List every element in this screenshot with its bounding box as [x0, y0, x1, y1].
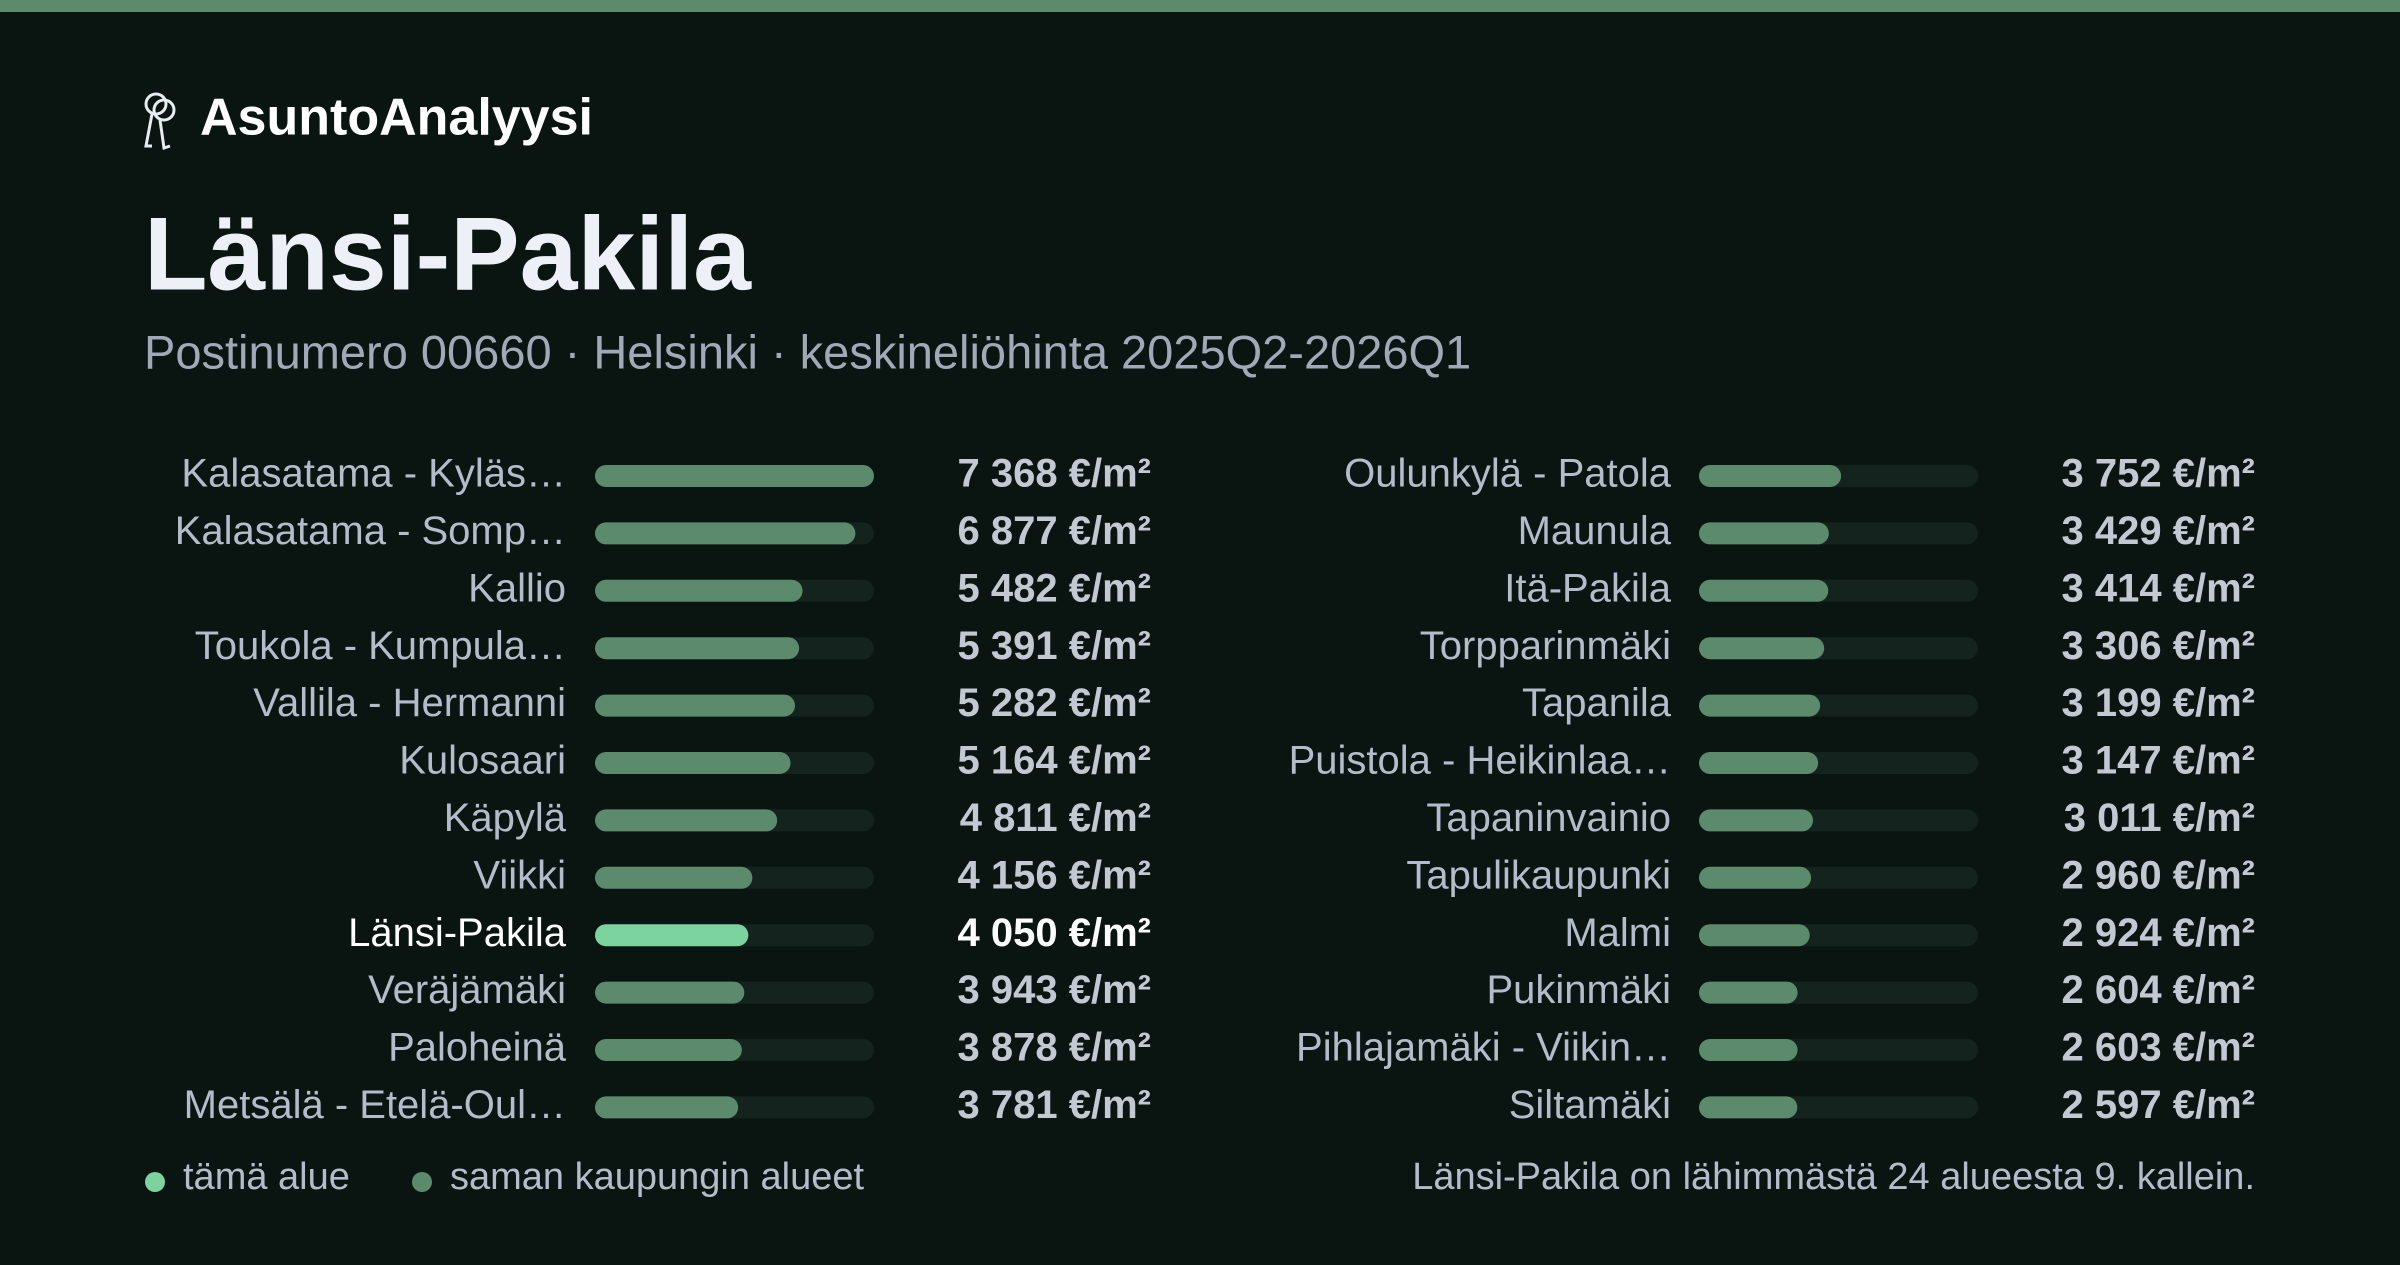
- brand: AsuntoAnalyysi: [200, 89, 593, 147]
- category-label: Vallila - Hermanni: [253, 681, 566, 725]
- category-label: Metsälä - Etelä-Oul…: [184, 1083, 566, 1127]
- bar: [1699, 465, 1842, 487]
- value-label: 3 781 €/m²: [958, 1083, 1151, 1127]
- category-label: Viikki: [473, 853, 566, 897]
- value-label: 4 811 €/m²: [960, 796, 1151, 840]
- category-label: Paloheinä: [388, 1026, 567, 1070]
- category-label: Kalasatama - Kyläs…: [181, 452, 566, 496]
- footnote: Länsi-Pakila on lähimmästä 24 alueesta 9…: [1412, 1156, 2255, 1198]
- category-label: Veräjämäki: [368, 968, 566, 1012]
- bar: [595, 752, 791, 774]
- category-label: Toukola - Kumpula…: [195, 624, 566, 668]
- bar: [1699, 981, 1798, 1004]
- bar: [1699, 694, 1821, 717]
- category-label: Maunula: [1518, 509, 1672, 553]
- value-label: 3 199 €/m²: [2062, 681, 2255, 725]
- value-label: 4 156 €/m²: [958, 853, 1151, 897]
- category-label: Kalasatama - Somp…: [175, 509, 566, 553]
- bar: [1699, 579, 1829, 602]
- value-label: 3 878 €/m²: [958, 1026, 1151, 1070]
- bar: [595, 694, 796, 717]
- bar: [595, 981, 745, 1004]
- bar: [1699, 809, 1814, 832]
- value-label: 3 429 €/m²: [2062, 509, 2255, 553]
- title: Länsi-Pakila: [144, 196, 752, 312]
- legend-swatch: [412, 1172, 432, 1192]
- value-label: 3 306 €/m²: [2062, 624, 2255, 668]
- bar: [595, 1039, 742, 1061]
- value-label: 3 943 €/m²: [958, 968, 1151, 1012]
- value-label: 2 924 €/m²: [2062, 911, 2255, 955]
- category-label: Kallio: [468, 566, 566, 610]
- top-stripe: [0, 0, 2400, 12]
- category-label: Käpylä: [444, 796, 567, 840]
- category-label: Länsi-Pakila: [348, 911, 567, 955]
- category-label: Torpparinmäki: [1420, 624, 1671, 668]
- ranking: Kalasatama - Kyläs… 7 368 €/m² Kalasatama …: [175, 452, 2255, 1127]
- category-label: Siltamäki: [1509, 1083, 1671, 1127]
- value-label: 3 011 €/m²: [2064, 796, 2255, 840]
- bar: [1699, 637, 1825, 660]
- bar: [595, 579, 803, 602]
- bar: [595, 866, 753, 889]
- bar: [595, 924, 749, 947]
- value-label: 6 877 €/m²: [958, 509, 1151, 553]
- value-label: 5 482 €/m²: [958, 566, 1151, 610]
- value-label: 3 414 €/m²: [2062, 566, 2255, 610]
- legend-label: saman kaupungin alueet: [450, 1156, 865, 1198]
- bar: [595, 1096, 739, 1119]
- category-label: Kulosaari: [399, 739, 566, 783]
- bar: [1699, 924, 1810, 947]
- bar: [1699, 1039, 1798, 1061]
- value-label: 5 164 €/m²: [958, 739, 1151, 783]
- category-label: Malmi: [1564, 911, 1671, 955]
- legend-swatch: [145, 1172, 165, 1192]
- value-label: 2 603 €/m²: [2062, 1026, 2255, 1070]
- bar: [1699, 522, 1829, 545]
- category-label: Oulunkylä - Patola: [1344, 452, 1672, 496]
- value-label: 2 960 €/m²: [2062, 853, 2255, 897]
- subtitle: Postinumero 00660 · Helsinki · keskineli…: [144, 325, 1471, 378]
- legend-label: tämä alue: [183, 1156, 350, 1198]
- bar: [595, 465, 874, 487]
- category-label: Tapaninvainio: [1426, 796, 1671, 840]
- value-label: 7 368 €/m²: [958, 452, 1151, 496]
- bar: [595, 522, 856, 545]
- value-label: 4 050 €/m²: [958, 911, 1151, 955]
- bar: [1699, 1096, 1798, 1119]
- bar: [1699, 752, 1819, 774]
- bar: [595, 637, 800, 660]
- value-label: 3 147 €/m²: [2062, 739, 2255, 783]
- category-label: Pukinmäki: [1486, 968, 1671, 1012]
- legend: tämä alue saman kaupungin alueet: [145, 1156, 865, 1198]
- category-label: Tapulikaupunki: [1406, 853, 1671, 897]
- brand-icon: [144, 92, 176, 150]
- bar: [1699, 866, 1812, 889]
- bar: [595, 809, 778, 832]
- category-label: Tapanila: [1522, 681, 1672, 725]
- value-label: 2 597 €/m²: [2062, 1083, 2255, 1127]
- category-label: Puistola - Heikinlaa…: [1289, 739, 1671, 783]
- value-label: 5 282 €/m²: [958, 681, 1151, 725]
- value-label: 5 391 €/m²: [958, 624, 1151, 668]
- category-label: Itä-Pakila: [1504, 566, 1671, 610]
- value-label: 2 604 €/m²: [2062, 968, 2255, 1012]
- category-label: Pihlajamäki - Viikin…: [1296, 1026, 1671, 1070]
- value-label: 3 752 €/m²: [2062, 452, 2255, 496]
